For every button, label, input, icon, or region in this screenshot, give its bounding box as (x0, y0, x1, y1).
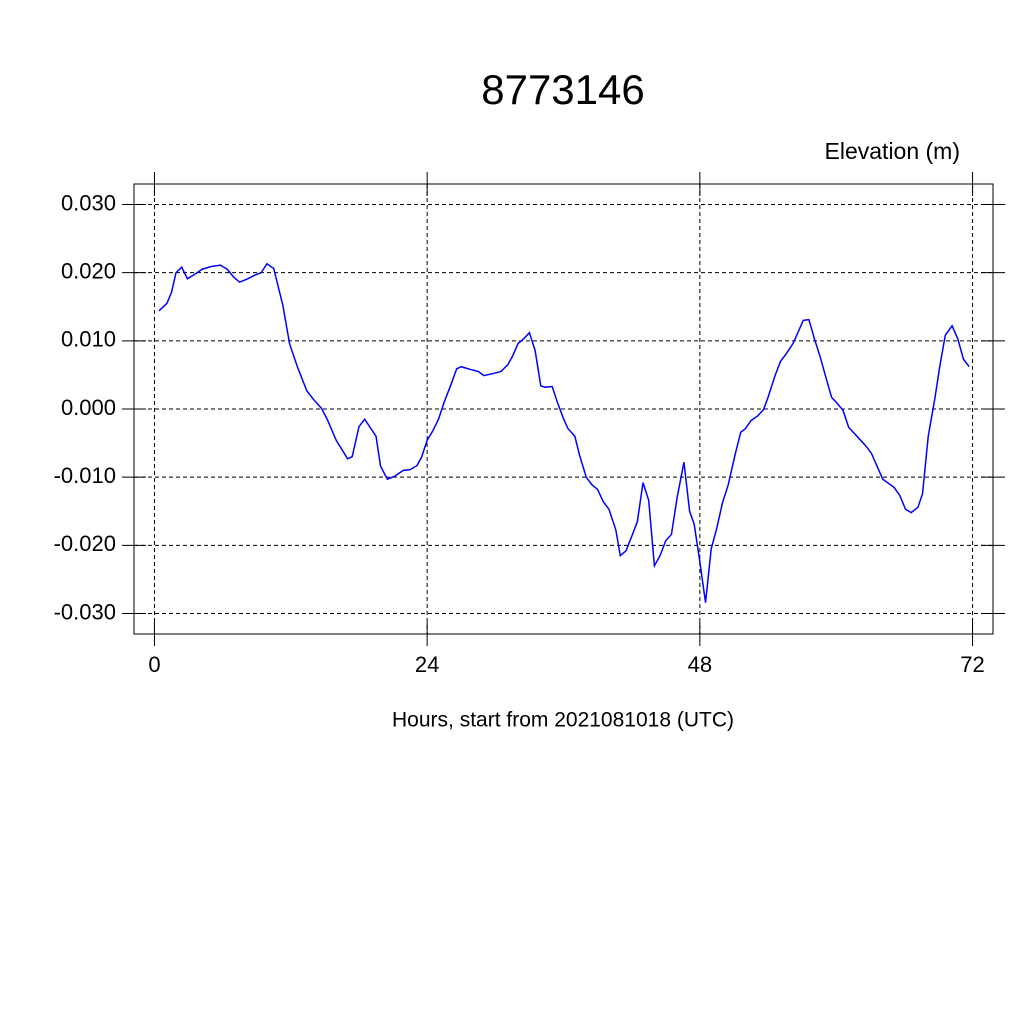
y-tick-label: -0.030 (54, 599, 116, 624)
x-axis-label: Hours, start from 2021081018 (UTC) (392, 709, 734, 732)
y-tick-label: -0.010 (54, 463, 116, 488)
x-tick-label: 72 (960, 652, 984, 677)
x-tick-label: 24 (415, 652, 439, 677)
x-tick-label: 48 (688, 652, 712, 677)
chart-title: 8773146 (481, 66, 645, 113)
chart-subtitle: Elevation (m) (825, 138, 960, 164)
x-tick-label: 0 (148, 652, 160, 677)
y-tick-label: 0.030 (61, 190, 116, 215)
y-tick-label: -0.020 (54, 531, 116, 556)
y-tick-label: 0.000 (61, 395, 116, 420)
data-line (158, 262, 970, 603)
y-tick-label: 0.020 (61, 258, 116, 283)
y-tick-label: 0.010 (61, 327, 116, 352)
